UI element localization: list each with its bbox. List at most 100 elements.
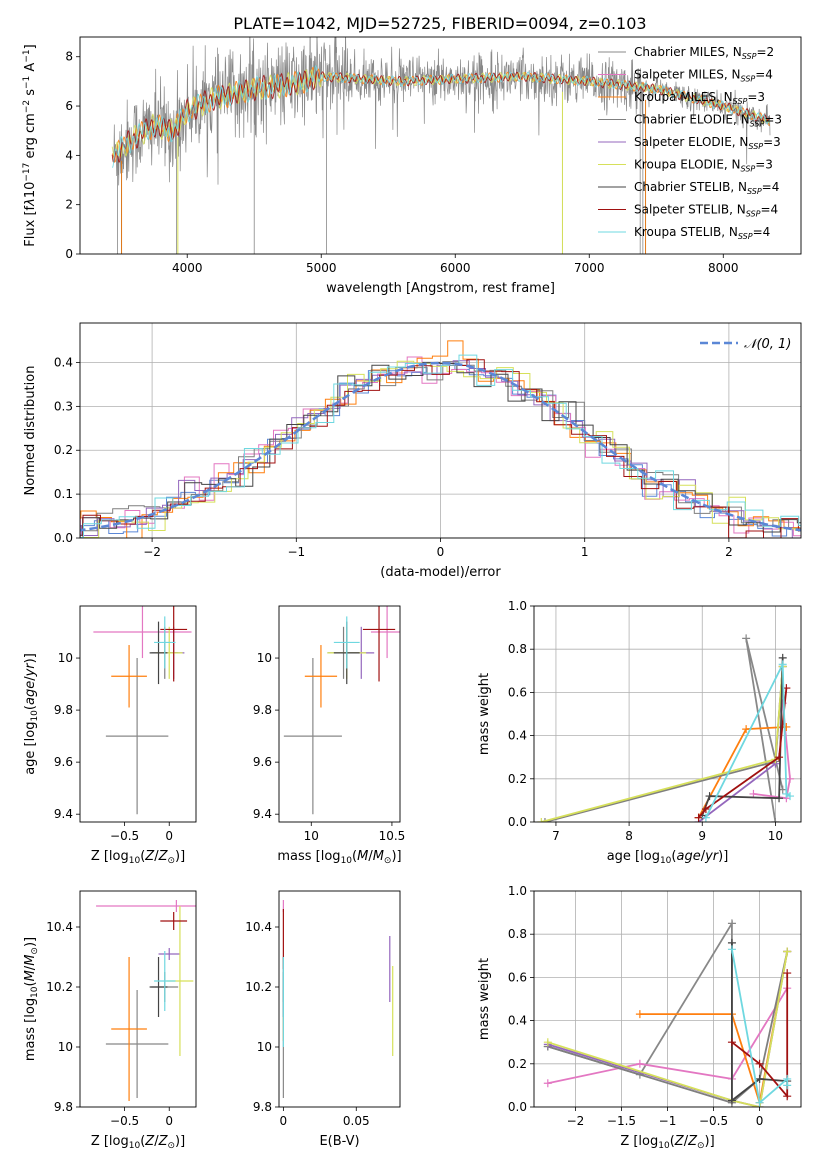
y-axis-label: age [log10(age/yr)] <box>23 653 40 775</box>
x-tick-label: 0 <box>756 1114 764 1128</box>
x-tick-label: −1 <box>659 1114 677 1128</box>
y-axis-label: mass [log10(M/M⊙)] <box>23 937 40 1061</box>
figure-title: PLATE=1042, MJD=52725, FIBERID=0094, z=0… <box>233 14 646 33</box>
y-tick-label: 10 <box>58 651 73 665</box>
panel-mass_vs_Z: −0.5 0 9.8 10 10.2 10.4 Z [log10(Z/Z⊙)] mass [l… <box>23 890 197 1151</box>
x-tick-label: 10 <box>768 829 783 843</box>
legend-label: 𝒩(0, 1) <box>744 337 791 352</box>
x-tick-label: 7000 <box>574 261 605 275</box>
y-tick-label: 9.6 <box>253 755 272 769</box>
histogram-step <box>80 354 801 538</box>
y-tick-label: 0.2 <box>508 772 527 786</box>
series-marker <box>543 1038 552 1047</box>
y-tick-label: 10 <box>58 1040 73 1054</box>
x-tick-label: 0 <box>165 829 173 843</box>
x-tick-label: −0.5 <box>110 829 139 843</box>
series-marker <box>783 969 792 978</box>
y-tick-label: 8 <box>65 50 73 64</box>
series-line <box>697 688 788 819</box>
panel-weight_vs_age: 7 8 9 10 0.0 0.2 0.4 0.6 0.8 1.0 age [log10(age/yr… <box>477 599 802 866</box>
y-tick-label: 6 <box>65 99 73 113</box>
series-line <box>541 666 784 822</box>
axes-frame <box>533 890 802 1108</box>
plot-area <box>96 900 196 1101</box>
x-tick-label: 2 <box>725 545 733 559</box>
panel-age_vs_mass: 10 10.5 9.4 9.6 9.8 10 mass [log10(M/M⊙)] <box>253 605 406 866</box>
y-tick-label: 9.8 <box>253 703 272 717</box>
series-marker <box>771 818 780 822</box>
x-axis-label: E(B-V) <box>319 1134 359 1149</box>
series-marker <box>742 725 751 734</box>
series-marker <box>701 805 710 814</box>
x-tick-label: 5000 <box>306 261 337 275</box>
series-line <box>705 663 791 819</box>
axes-frame <box>79 890 197 1108</box>
y-tick-label: 0.0 <box>508 815 527 829</box>
x-tick-label: 1 <box>581 545 589 559</box>
y-tick-label: 0.6 <box>508 970 527 984</box>
x-tick-label: 0 <box>165 1114 173 1128</box>
series-marker <box>537 818 546 822</box>
legend-label: Salpeter ELODIE, NSSP=3 <box>634 135 781 151</box>
y-tick-label: 10.2 <box>245 980 272 994</box>
series-marker <box>540 818 549 822</box>
y-tick-label: 0.6 <box>508 685 527 699</box>
y-tick-label: 4 <box>65 148 73 162</box>
series-marker <box>635 1010 644 1019</box>
y-tick-label: 0 <box>65 247 73 261</box>
x-tick-label: 9 <box>698 829 706 843</box>
series-marker <box>786 774 795 783</box>
x-tick-label: 10.5 <box>379 829 406 843</box>
y-tick-label: 0.2 <box>54 443 73 457</box>
y-tick-label: 10.2 <box>46 980 73 994</box>
histogram-step <box>80 360 801 538</box>
series-marker <box>775 753 784 762</box>
panel-spectrum: 4000 5000 6000 7000 8000 0 2 4 6 8 wavelength [Ang… <box>22 36 802 296</box>
y-tick-label: 10 <box>257 1040 272 1054</box>
axes-frame <box>79 36 802 255</box>
series-marker <box>742 634 751 643</box>
series-marker <box>755 1059 764 1068</box>
y-tick-label: 2 <box>65 198 73 212</box>
series-marker <box>778 660 787 669</box>
legend-label: Kroupa MILES, NSSP=3 <box>634 90 765 106</box>
axes-frame <box>79 605 197 823</box>
series-marker <box>727 945 736 954</box>
x-tick-label: 7 <box>552 829 560 843</box>
series-marker <box>705 792 714 801</box>
series-line <box>731 973 789 1099</box>
y-tick-label: 9.8 <box>54 703 73 717</box>
axes-frame <box>278 890 401 1108</box>
legend-label: Chabrier STELIB, NSSP=4 <box>634 180 779 196</box>
series-marker <box>755 1098 764 1107</box>
x-tick-label: −2 <box>567 1114 585 1128</box>
y-tick-label: 0.4 <box>508 729 527 743</box>
x-tick-label: 8 <box>625 829 633 843</box>
plot-area <box>111 37 771 254</box>
x-tick-label: 0 <box>280 1114 288 1128</box>
x-tick-label: 0 <box>437 545 445 559</box>
x-axis-label: Z [log10(Z/Z⊙)] <box>91 1134 185 1151</box>
legend-label: Salpeter STELIB, NSSP=4 <box>634 203 778 219</box>
x-tick-label: −1 <box>287 545 305 559</box>
series-marker <box>727 1096 736 1105</box>
x-axis-label: mass [log10(M/M⊙)] <box>277 849 401 866</box>
y-tick-label: 1.0 <box>508 884 527 898</box>
y-tick-label: 9.6 <box>54 755 73 769</box>
y-tick-label: 0.0 <box>54 531 73 545</box>
panel-weight_vs_Z: −2 −1.5 −1 −0.5 0 0.0 0.2 0.4 0.6 0.8 1.0 Z [log10(… <box>477 884 802 1151</box>
y-tick-label: 10 <box>257 651 272 665</box>
y-tick-label: 0.4 <box>54 355 73 369</box>
y-tick-label: 0.0 <box>508 1100 527 1114</box>
panel-mass_vs_ebv: 0 0.05 9.8 10 10.2 10.4 E(B-V) <box>245 890 401 1149</box>
y-axis-label: mass weight <box>477 673 492 755</box>
y-axis-label: Flux [fλ10−17 erg cm−2 s−1 A−1] <box>22 44 38 246</box>
y-tick-label: 0.8 <box>508 927 527 941</box>
legend-label: Salpeter MILES, NSSP=4 <box>634 68 773 84</box>
series-line <box>544 666 784 822</box>
y-tick-label: 0.4 <box>508 1014 527 1028</box>
x-axis-label: age [log10(age/yr)] <box>607 849 729 866</box>
y-tick-label: 0.1 <box>54 487 73 501</box>
series-marker <box>701 813 710 822</box>
legend-label: Chabrier ELODIE, NSSP=3 <box>634 113 782 129</box>
